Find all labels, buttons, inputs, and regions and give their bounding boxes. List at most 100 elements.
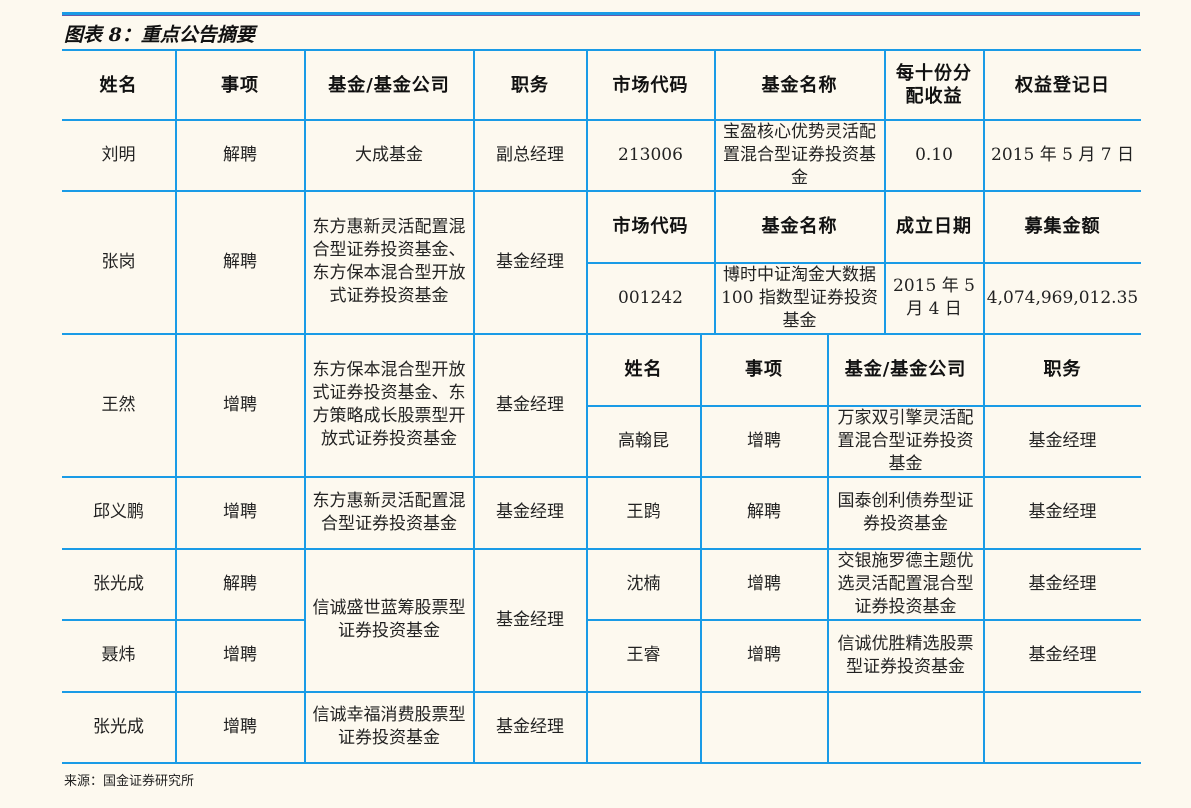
new-fund-header: 市场代码 xyxy=(587,191,716,264)
cell-text: 沈楠 xyxy=(626,573,661,594)
cell-text: 基金经理 xyxy=(496,716,564,737)
cell-action: 增聘 xyxy=(176,334,306,478)
cell-action: 解聘 xyxy=(176,120,306,192)
cell-text: 东方惠新灵活配置混合型证券投资基金 xyxy=(312,490,466,534)
cell-text: 基金经理 xyxy=(1028,645,1097,665)
cell-text: 基金名称 xyxy=(761,74,838,96)
cell-text: 解聘 xyxy=(223,144,257,165)
cell-text: 增聘 xyxy=(223,502,257,522)
cell-text: 基金经理 xyxy=(1028,430,1097,451)
cell-text: 增聘 xyxy=(223,645,257,665)
cell-text: 王鹍 xyxy=(626,502,661,522)
cell-text: 基金/基金公司 xyxy=(844,359,967,380)
cell-text: 0.10 xyxy=(915,144,953,165)
cell-text: 募集金额 xyxy=(1024,216,1101,237)
new-fund-cell: 博时中证淘金大数据 100 指数型证券投资基金 xyxy=(715,263,886,335)
dividend-header: 基金名称 xyxy=(715,49,886,121)
dividend-cell: 2015 年 5 月 7 日 xyxy=(984,120,1141,192)
cell-text: 2015 年 5 月 4 日 xyxy=(893,276,975,319)
manager-cell xyxy=(701,692,829,764)
manager-cell: 基金经理 xyxy=(984,620,1141,693)
cell-action: 增聘 xyxy=(176,477,306,550)
manager-cell xyxy=(984,692,1141,764)
cell-text: 宝盈核心优势灵活配置混合型证券投资基金 xyxy=(723,121,876,188)
cell-position: 基金经理 xyxy=(474,191,588,335)
cell-text: 大成基金 xyxy=(355,144,423,165)
new-fund-header: 成立日期 xyxy=(885,191,985,264)
header-fund: 基金/基金公司 xyxy=(305,49,475,121)
cell-text: 姓名 xyxy=(624,359,663,380)
manager-cell: 王鹍 xyxy=(587,477,702,550)
manager-cell: 基金经理 xyxy=(984,549,1141,621)
cell-action: 解聘 xyxy=(176,191,306,335)
header-name: 姓名 xyxy=(62,49,177,121)
new-fund-cell: 4,074,969,012.35 xyxy=(984,263,1141,335)
manager-header: 姓名 xyxy=(587,334,702,407)
cell-text: 交银施罗德主题优选灵活配置混合型证券投资基金 xyxy=(837,550,974,617)
manager-cell: 万家双引擎灵活配置混合型证券投资基金 xyxy=(828,406,985,478)
cell-text: 2015 年 5 月 7 日 xyxy=(991,144,1134,165)
dividend-header: 市场代码 xyxy=(587,49,716,121)
cell-text: 基金名称 xyxy=(761,216,838,237)
cell-text: 王睿 xyxy=(626,645,661,665)
cell-text: 增聘 xyxy=(223,394,257,415)
dividend-cell: 宝盈核心优势灵活配置混合型证券投资基金 xyxy=(715,120,886,192)
cell-text: 事项 xyxy=(745,359,783,380)
header-position: 职务 xyxy=(474,49,588,121)
cell-text: 万家双引擎灵活配置混合型证券投资基金 xyxy=(837,407,974,474)
manager-cell: 增聘 xyxy=(701,549,829,621)
cell-text: 职务 xyxy=(511,74,549,96)
new-fund-cell: 2015 年 5 月 4 日 xyxy=(885,263,985,335)
cell-text: 王然 xyxy=(101,394,136,415)
cell-text: 增聘 xyxy=(223,716,257,737)
cell-text: 权益登记日 xyxy=(1015,74,1110,96)
manager-header: 基金/基金公司 xyxy=(828,334,985,407)
cell-text: 刘明 xyxy=(101,144,136,165)
cell-action: 增聘 xyxy=(176,620,306,693)
dividend-cell: 213006 xyxy=(587,120,716,192)
cell-text: 张岗 xyxy=(101,251,136,272)
cell-text: 东方惠新灵活配置混合型证券投资基金、东方保本混合型开放式证券投资基金 xyxy=(312,217,466,306)
cell-text: 增聘 xyxy=(747,430,781,451)
manager-cell: 增聘 xyxy=(701,406,829,478)
cell-text: 增聘 xyxy=(747,573,781,594)
cell-fund: 东方惠新灵活配置混合型证券投资基金 xyxy=(305,477,475,550)
cell-action: 增聘 xyxy=(176,692,306,764)
cell-text: 增聘 xyxy=(747,645,781,665)
manager-cell: 解聘 xyxy=(701,477,829,550)
manager-cell xyxy=(828,692,985,764)
manager-header: 事项 xyxy=(701,334,829,407)
cell-position: 基金经理 xyxy=(474,334,588,478)
cell-text: 基金经理 xyxy=(496,502,564,522)
cell-text: 成立日期 xyxy=(896,216,972,237)
cell-fund: 东方惠新灵活配置混合型证券投资基金、东方保本混合型开放式证券投资基金 xyxy=(305,191,475,335)
cell-name: 邱义鹏 xyxy=(62,477,177,550)
cell-name: 王然 xyxy=(62,334,177,478)
cell-fund: 信诚盛世蓝筹股票型证券投资基金 xyxy=(305,549,475,693)
cell-text: 信诚优胜精选股票型证券投资基金 xyxy=(837,633,974,677)
cell-fund: 大成基金 xyxy=(305,120,475,192)
cell-name: 聂炜 xyxy=(62,620,177,693)
cell-text: 职务 xyxy=(1043,359,1082,380)
cell-position: 副总经理 xyxy=(474,120,588,192)
manager-cell: 增聘 xyxy=(701,620,829,693)
header-action: 事项 xyxy=(176,49,306,121)
cell-text: 聂炜 xyxy=(101,645,136,665)
manager-cell: 基金经理 xyxy=(984,406,1141,478)
manager-cell: 交银施罗德主题优选灵活配置混合型证券投资基金 xyxy=(828,549,985,621)
cell-name: 张光成 xyxy=(62,549,177,621)
top-rule xyxy=(62,12,1140,16)
manager-cell: 基金经理 xyxy=(984,477,1141,550)
cell-position: 基金经理 xyxy=(474,477,588,550)
cell-text: 每十份分配收益 xyxy=(896,63,972,107)
cell-text: 4,074,969,012.35 xyxy=(986,287,1139,308)
cell-text: 博时中证淘金大数据 100 指数型证券投资基金 xyxy=(721,264,878,331)
source-note: 来源：国金证券研究所 xyxy=(64,774,195,789)
cell-fund: 信诚幸福消费股票型证券投资基金 xyxy=(305,692,475,764)
cell-text: 东方保本混合型开放式证券投资基金、东方策略成长股票型开放式证券投资基金 xyxy=(312,360,466,449)
cell-text: 基金经理 xyxy=(496,609,564,630)
cell-text: 副总经理 xyxy=(496,144,564,165)
cell-text: 基金经理 xyxy=(1028,502,1097,522)
new-fund-header: 募集金额 xyxy=(984,191,1141,264)
dividend-header: 权益登记日 xyxy=(984,49,1141,121)
